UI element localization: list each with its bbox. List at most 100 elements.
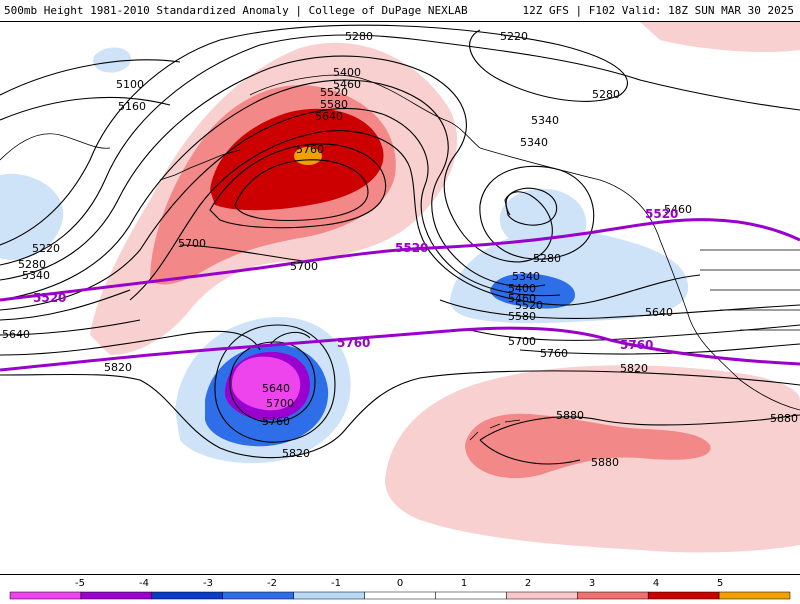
colorbar-segment	[222, 591, 294, 600]
colorbar-segment	[9, 591, 82, 600]
contour-label-5160: 5160	[118, 100, 146, 113]
colorbar-tick-label: 4	[653, 578, 659, 589]
negative-anomaly-trough-2	[490, 273, 575, 309]
highlight-label-5520-central: 5520	[395, 241, 428, 255]
contour-label-5820-west: 5820	[104, 361, 132, 374]
contour-5700	[0, 244, 800, 341]
colorbar-tick-label: -2	[267, 578, 277, 589]
negative-anomaly-5	[232, 356, 301, 411]
hawaii-islands	[469, 419, 521, 441]
colorbar-segment	[506, 591, 578, 600]
highlight-label-layer: 5520 5520 5520 5760 5760	[33, 207, 678, 352]
colorbar-segment	[80, 591, 153, 600]
contour-label-5340-low: 5340	[512, 270, 540, 283]
contour-label-5700-ridge-south: 5700	[290, 260, 318, 273]
contour-5520	[129, 130, 701, 306]
highlight-label-5760-central: 5760	[337, 336, 370, 350]
map-area: 5280 5220 5280 5100 5160 5400 5460 5520 …	[0, 22, 800, 575]
contour-5280	[0, 34, 800, 266]
contour-5820	[0, 370, 800, 459]
alaska-coastline	[249, 74, 481, 149]
colorbar-segment	[435, 591, 507, 600]
contour-label-5760-low: 5760	[540, 347, 568, 360]
negative-anomaly-northwest	[93, 47, 131, 73]
contour-label-5220-west: 5220	[32, 242, 60, 255]
contour-5580	[209, 143, 387, 229]
model-run-info: 12Z GFS | F102 Valid: 18Z SUN MAR 30 202…	[522, 4, 794, 17]
contour-label-5700-ridge-west: 5700	[178, 237, 206, 250]
contour-label-5280-northeast: 5280	[592, 88, 620, 101]
colorbar-tick-label: -5	[75, 578, 85, 589]
colorbar-tick-label: -3	[203, 578, 213, 589]
contour-5640-ridge	[234, 159, 369, 221]
highlight-contour-5520	[0, 218, 800, 302]
colorbar-tick-label: -4	[139, 578, 149, 589]
north-america-coast	[479, 147, 800, 411]
highlight-label-5520-east: 5520	[645, 207, 678, 221]
contour-label-5640-cutoff: 5640	[262, 382, 290, 395]
colorbar-svg: -5 -4 -3 -2 -1 0 1 2 3 4 5	[9, 578, 791, 600]
map-header: 500mb Height 1981-2010 Standardized Anom…	[0, 0, 800, 22]
contour-5880	[479, 414, 800, 465]
contour-label-5340-upper: 5340	[531, 114, 559, 127]
contour-label-5640-west: 5640	[2, 328, 30, 341]
highlight-label-5760-east: 5760	[620, 338, 653, 352]
colorbar-legend: -5 -4 -3 -2 -1 0 1 2 3 4 5	[0, 575, 800, 600]
contour-label-5340-trough: 5340	[520, 136, 548, 149]
contour-label-5760-ridge-core: 5760	[296, 143, 324, 156]
contour-label-5340-west: 5340	[22, 269, 50, 282]
contour-label-5280-trough: 5280	[533, 252, 561, 265]
contour-5640-main	[0, 289, 800, 321]
colorbar-segment	[151, 591, 223, 600]
colorbar-tick-label: -1	[331, 578, 341, 589]
trough-closed-low	[479, 165, 595, 260]
colorbar-tick-label: 1	[461, 578, 467, 589]
contour-label-5880-south: 5880	[591, 456, 619, 469]
anomaly-shading	[0, 22, 800, 553]
contour-label-5880-east: 5880	[770, 412, 798, 425]
highlight-label-5520-west: 5520	[33, 291, 66, 305]
colorbar-ticks: -5 -4 -3 -2 -1 0 1 2 3 4 5	[75, 578, 723, 589]
negative-anomaly-upper	[499, 188, 587, 250]
contour-label-5280-north: 5280	[345, 30, 373, 43]
coastlines	[0, 74, 800, 441]
contour-label-layer: 5280 5220 5280 5100 5160 5400 5460 5520 …	[2, 30, 798, 469]
contour-label-5580-ridge: 5580	[320, 98, 348, 111]
colorbar-tick-label: 2	[525, 578, 531, 589]
contour-label-5520-low: 5520	[515, 299, 543, 312]
colorbar-segment	[647, 591, 720, 600]
contour-label-5460-low: 5460	[508, 292, 536, 305]
contour-label-5700-cutoff: 5700	[266, 397, 294, 410]
highlight-contour-5760	[0, 326, 800, 372]
colorbar-segment	[718, 591, 791, 600]
contour-5100	[0, 59, 181, 96]
contour-label-5820-east: 5820	[620, 362, 648, 375]
highlight-contours	[0, 218, 800, 372]
colorbar-tick-label: 3	[589, 578, 595, 589]
colorbar-segment	[577, 591, 649, 600]
colorbar-tick-label: 0	[397, 578, 403, 589]
contour-5220	[0, 24, 628, 246]
contour-label-5640-coast: 5640	[645, 306, 673, 319]
contour-5160	[0, 96, 171, 121]
positive-anomaly-north-east	[640, 22, 800, 52]
contour-label-5580-low: 5580	[508, 310, 536, 323]
contour-label-5520-ridge: 5520	[320, 86, 348, 99]
contour-5460	[0, 107, 561, 311]
contour-5400	[0, 79, 546, 301]
contour-label-5400-ridge: 5400	[333, 66, 361, 79]
contour-label-5820-cutoff: 5820	[282, 447, 310, 460]
anomaly-map: 5280 5220 5280 5100 5160 5400 5460 5520 …	[0, 22, 800, 574]
colorbar-segment	[293, 591, 365, 600]
contour-label-5460-canada: 5460	[664, 203, 692, 216]
contour-label-5400-low: 5400	[508, 282, 536, 295]
map-title: 500mb Height 1981-2010 Standardized Anom…	[4, 4, 468, 17]
contour-label-5220-north: 5220	[500, 30, 528, 43]
contour-label-5640-ridge: 5640	[315, 110, 343, 123]
contour-label-5700-low: 5700	[508, 335, 536, 348]
contour-label-5880-hawaii: 5880	[556, 409, 584, 422]
state-borders	[700, 269, 800, 331]
colorbar-tick-label: 5	[717, 578, 723, 589]
contour-label-5280-west: 5280	[18, 258, 46, 271]
contour-label-5100: 5100	[116, 78, 144, 91]
